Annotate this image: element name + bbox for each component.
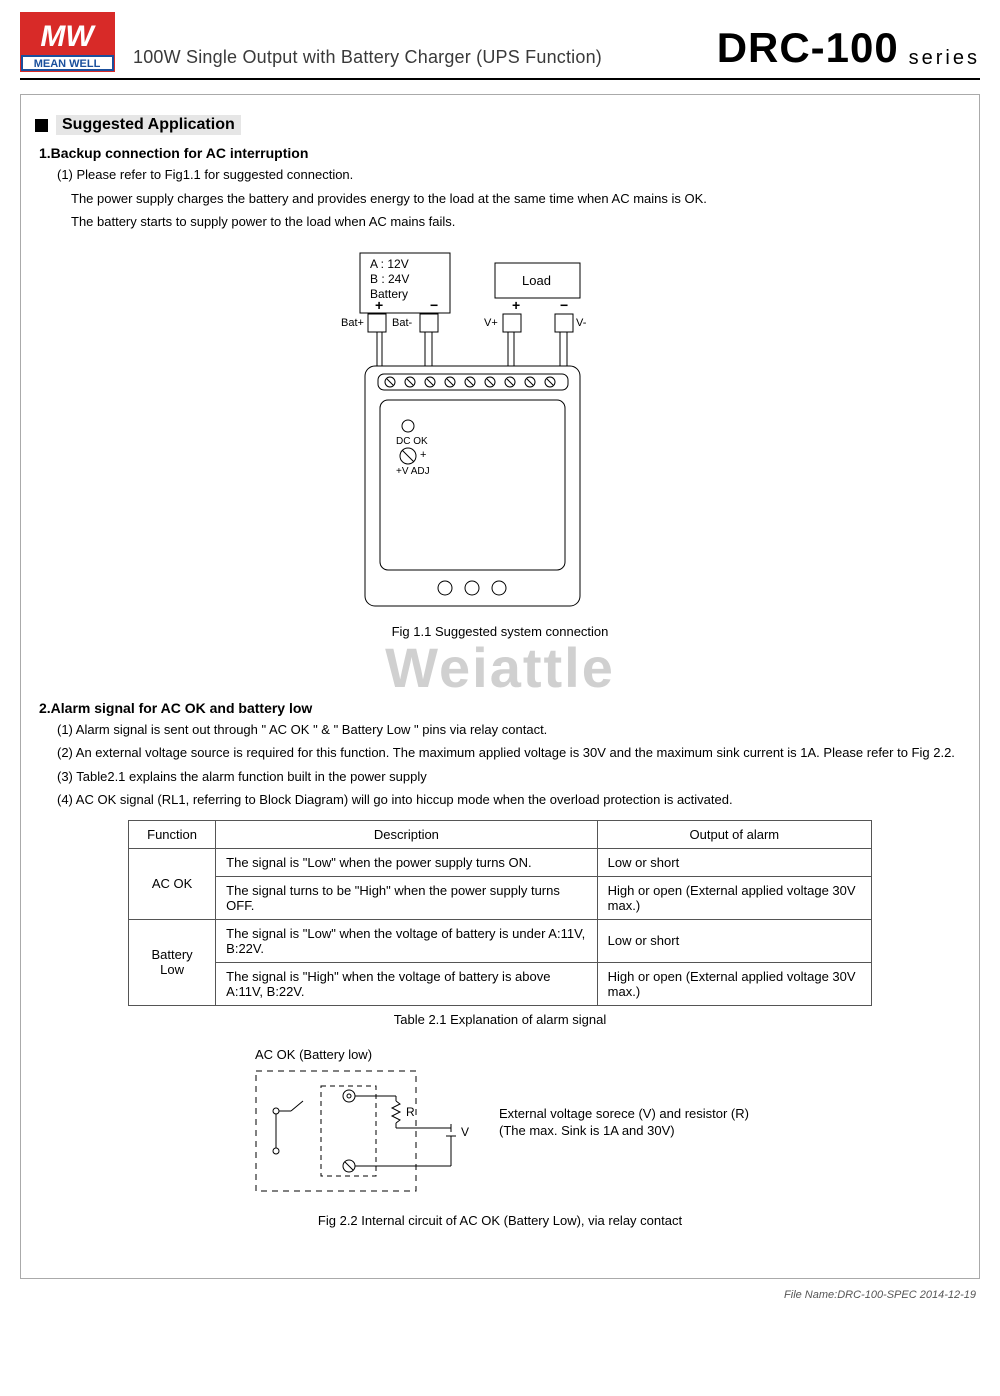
svg-text:−: − xyxy=(560,297,568,313)
table-row: The signal turns to be "High" when the p… xyxy=(129,876,872,919)
section-title-bar: Suggested Application xyxy=(35,115,965,135)
fig22-diagram: AC OK (Battery low) xyxy=(35,1047,965,1199)
svg-text:V: V xyxy=(461,1125,469,1139)
col-description: Description xyxy=(216,820,597,848)
sub2-heading: 2.Alarm signal for AC OK and battery low xyxy=(39,700,965,716)
svg-text:Bat+: Bat+ xyxy=(341,317,364,329)
table-caption: Table 2.1 Explanation of alarm signal xyxy=(35,1012,965,1027)
table-row: AC OK The signal is "Low" when the power… xyxy=(129,848,872,876)
section-title: Suggested Application xyxy=(56,115,241,135)
col-function: Function xyxy=(129,820,216,848)
sub2-l3: (3) Table2.1 explains the alarm function… xyxy=(57,767,965,787)
svg-text:MW: MW xyxy=(40,20,96,53)
svg-text:+: + xyxy=(420,449,426,461)
sub1-heading: 1.Backup connection for AC interruption xyxy=(39,145,965,161)
sub2-l1: (1) Alarm signal is sent out through " A… xyxy=(57,720,965,740)
svg-text:−: − xyxy=(430,297,438,313)
svg-text:+: + xyxy=(512,297,520,313)
watermark-text: Weiattle xyxy=(35,635,965,700)
load-label: Load xyxy=(522,273,551,288)
svg-text:R: R xyxy=(406,1105,415,1119)
page-header: MW MEAN WELL 100W Single Output with Bat… xyxy=(20,12,980,80)
table-row: The signal is "High" when the voltage of… xyxy=(129,962,872,1005)
battery-line-b: B : 24V xyxy=(370,272,409,286)
fig11-diagram: A : 12V B : 24V Battery + − Load + − Bat… xyxy=(35,248,965,618)
svg-text:V+: V+ xyxy=(484,317,498,329)
sub2-l2: (2) An external voltage source is requir… xyxy=(57,743,965,763)
header-model: DRC-100 series xyxy=(717,24,980,72)
table-row: Battery Low The signal is "Low" when the… xyxy=(129,919,872,962)
svg-text:Bat-: Bat- xyxy=(392,317,413,329)
header-subtitle: 100W Single Output with Battery Charger … xyxy=(133,47,699,72)
sub2-l4: (4) AC OK signal (RL1, referring to Bloc… xyxy=(57,790,965,810)
square-bullet-icon xyxy=(35,119,48,132)
footer-filename: File Name:DRC-100-SPEC 2014-12-19 xyxy=(20,1289,980,1301)
content-frame: Suggested Application 1.Backup connectio… xyxy=(20,94,980,1279)
svg-text:+: + xyxy=(375,297,383,313)
svg-text:+V ADJ: +V ADJ xyxy=(396,466,430,477)
svg-text:MEAN WELL: MEAN WELL xyxy=(34,58,101,70)
fig22-caption: Fig 2.2 Internal circuit of AC OK (Batte… xyxy=(35,1213,965,1228)
brand-logo: MW MEAN WELL xyxy=(20,12,115,72)
fig11-caption: Fig 1.1 Suggested system connection xyxy=(35,624,965,639)
col-output: Output of alarm xyxy=(597,820,871,848)
sub1-line3: The battery starts to supply power to th… xyxy=(71,212,965,232)
sub1-line2: The power supply charges the battery and… xyxy=(71,189,965,209)
svg-text:DC OK: DC OK xyxy=(396,436,428,447)
sub1-line1: (1) Please refer to Fig1.1 for suggested… xyxy=(57,165,965,185)
alarm-table: Function Description Output of alarm AC … xyxy=(128,820,872,1006)
fig22-title: AC OK (Battery low) xyxy=(255,1047,481,1062)
svg-text:V-: V- xyxy=(576,317,587,329)
fig22-note: External voltage sorece (V) and resistor… xyxy=(499,1106,749,1140)
battery-line-a: A : 12V xyxy=(370,257,409,271)
